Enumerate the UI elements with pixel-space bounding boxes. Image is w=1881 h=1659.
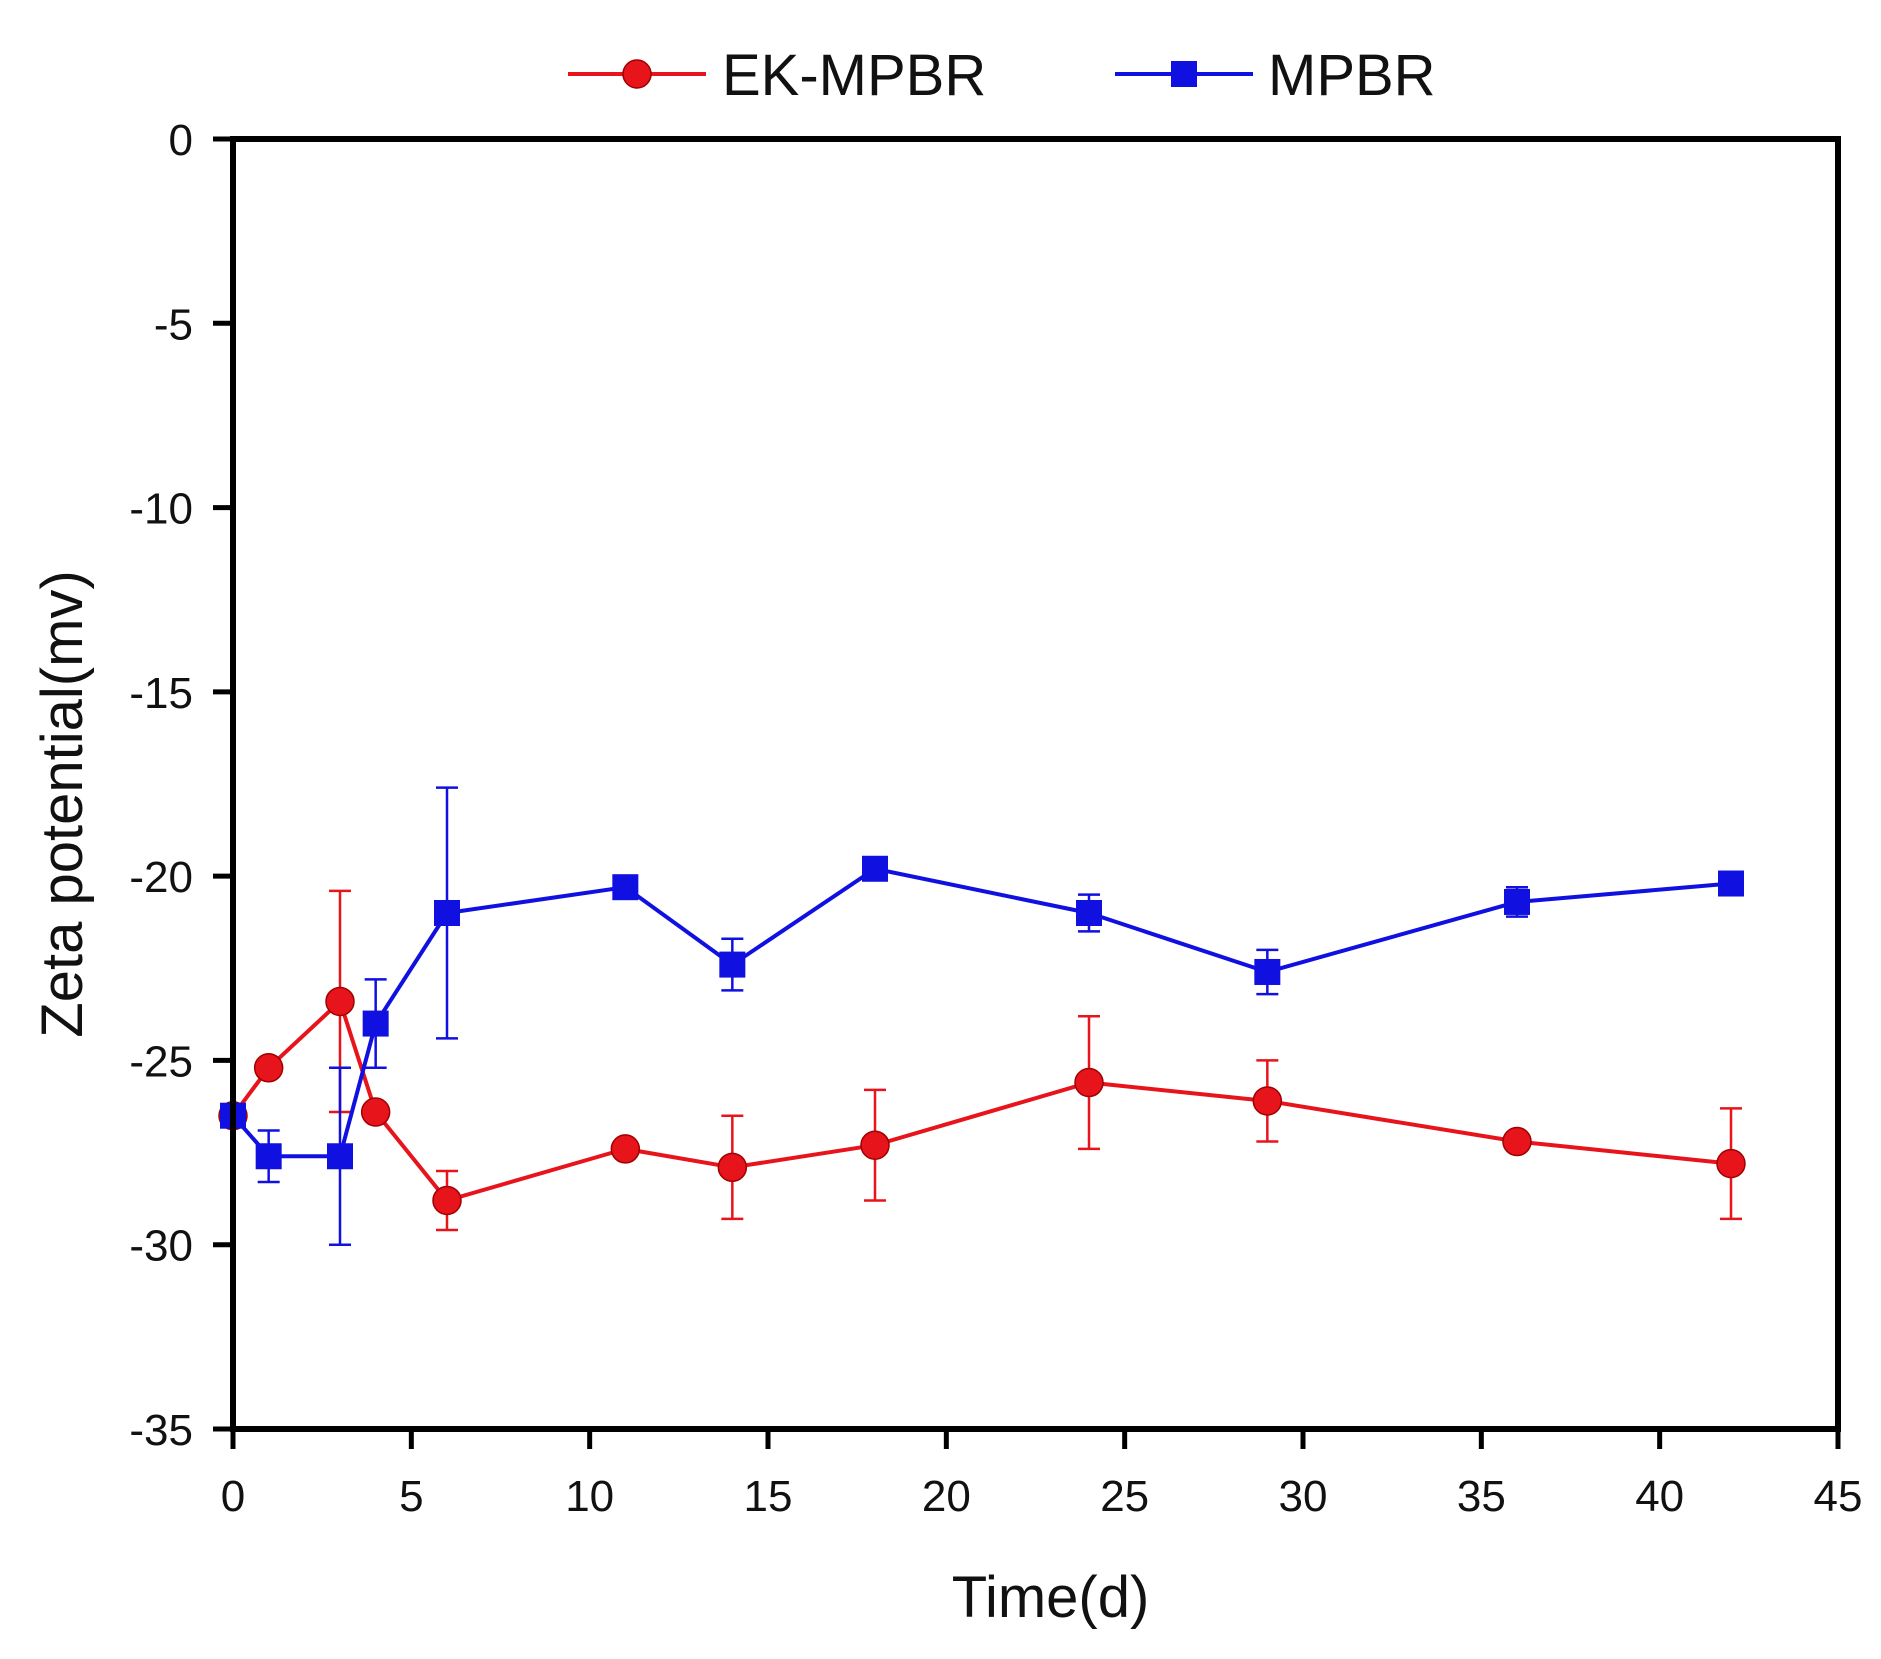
ek-mpbr-point-5 (610, 1134, 641, 1164)
legend-marker-ek-mpbr (622, 59, 652, 89)
y-tick-label-0: 0 (169, 116, 193, 165)
ek-mpbr-point-11 (1716, 1148, 1746, 1179)
y-tick-label--10: -10 (129, 485, 193, 534)
legend-label-ek-mpbr: EK-MPBR (722, 43, 986, 108)
legend-item-ek-mpbr: EK-MPBR (568, 43, 986, 108)
error-bars-layer (257, 786, 1742, 1246)
legend-label-mpbr: MPBR (1268, 43, 1436, 108)
mpbr-point-3 (362, 1010, 389, 1037)
mpbr-point-11 (1718, 870, 1744, 897)
mpbr-point-4 (434, 900, 460, 926)
legend: EK-MPBR MPBR (568, 43, 1436, 108)
y-tick-label--5: -5 (154, 300, 193, 349)
ek-mpbr-point-1 (253, 1053, 284, 1083)
plot-area-frame (230, 136, 1841, 1432)
x-tick-label-30: 30 (1279, 1472, 1328, 1521)
y-tick-label--20: -20 (129, 853, 193, 902)
mpbr-point-6 (719, 951, 746, 978)
x-tick-label-25: 25 (1100, 1472, 1149, 1521)
ek-mpbr-point-3 (360, 1097, 391, 1127)
ek-mpbr-point-2 (325, 986, 355, 1017)
ek-mpbr-point-9 (1252, 1086, 1283, 1116)
y-tick-label--25: -25 (129, 1037, 193, 1086)
y-tick-label--30: -30 (129, 1222, 193, 1271)
mpbr-point-10 (1504, 888, 1530, 915)
x-axis-title: Time(d) (952, 1565, 1150, 1630)
mpbr-point-1 (255, 1143, 282, 1170)
x-tick-label-45: 45 (1814, 1472, 1863, 1521)
legend-marker-mpbr (1171, 61, 1197, 87)
legend-item-mpbr: MPBR (1115, 43, 1436, 108)
axes-layer: 0 5 10 15 20 25 30 35 40 45 0 -5 -10 -15 -20 -25 -30 -35 (129, 116, 1862, 1521)
x-tick-label-0: 0 (221, 1472, 245, 1521)
x-tick-label-40: 40 (1635, 1472, 1684, 1521)
x-tick-label-10: 10 (565, 1472, 614, 1521)
ek-mpbr-point-6 (717, 1152, 748, 1183)
ek-mpbr-point-10 (1502, 1126, 1532, 1157)
ek-mpbr-point-8 (1074, 1067, 1104, 1098)
ek-mpbr-point-7 (860, 1130, 890, 1160)
ek-mpbr-point-4 (432, 1185, 462, 1216)
mpbr-point-8 (1076, 900, 1102, 926)
y-tick-label--35: -35 (129, 1406, 193, 1455)
mpbr-point-7 (862, 855, 888, 882)
mpbr-point-2 (327, 1143, 353, 1170)
y-axis-title: Zeta potential(mv) (30, 570, 95, 1037)
mpbr-point-9 (1254, 958, 1281, 985)
x-tick-label-5: 5 (399, 1472, 423, 1521)
x-tick-label-35: 35 (1457, 1472, 1506, 1521)
y-tick-label--15: -15 (129, 669, 193, 718)
ek-mpbr-line (231, 999, 1732, 1203)
x-tick-label-15: 15 (744, 1472, 793, 1521)
x-tick-label-20: 20 (922, 1472, 971, 1521)
mpbr-point-5 (612, 874, 639, 901)
